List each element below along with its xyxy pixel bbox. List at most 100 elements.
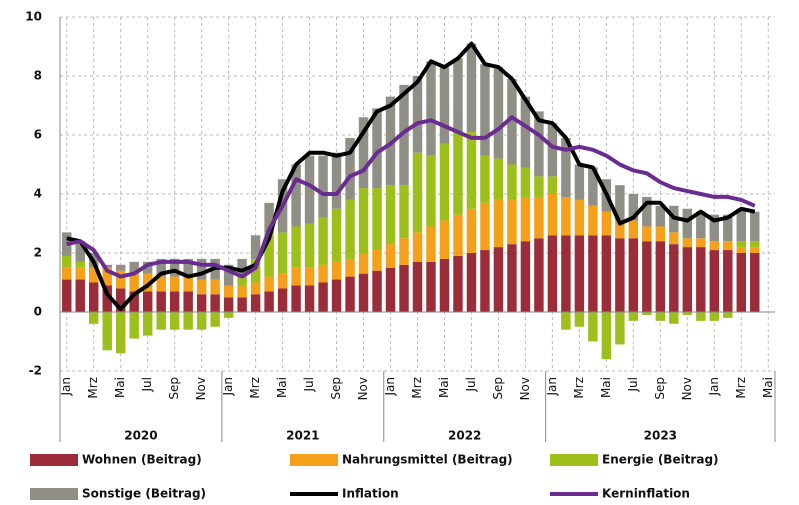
bar [588, 312, 598, 342]
x-tick-label: Mrz [86, 377, 100, 399]
bar [331, 208, 342, 262]
bar [237, 258, 247, 277]
bar [682, 312, 693, 315]
bar [291, 226, 301, 268]
bar [574, 164, 585, 200]
legend-label: Wohnen (Beitrag) [82, 453, 202, 467]
bar [615, 312, 625, 345]
bar [196, 312, 207, 330]
bar [561, 235, 571, 312]
bar [642, 226, 652, 242]
bar [264, 276, 274, 292]
bar [399, 264, 409, 312]
bar [318, 264, 328, 283]
bar [439, 220, 450, 259]
x-tick-label: Mrz [734, 377, 748, 399]
bar [493, 199, 504, 248]
bar [696, 238, 706, 248]
bar [183, 258, 193, 277]
bar [196, 294, 207, 312]
bar [304, 285, 315, 312]
bar [250, 294, 261, 312]
bar [534, 238, 544, 312]
bar [588, 235, 598, 312]
bar [615, 185, 625, 221]
bar [480, 64, 490, 156]
bar [520, 196, 531, 242]
x-tick-label: Nov [356, 377, 370, 400]
bar [628, 312, 639, 321]
bar [318, 282, 328, 312]
bar [183, 291, 193, 312]
bar [574, 235, 585, 312]
bar [102, 285, 112, 312]
legend-swatch [550, 454, 598, 466]
x-tick-label: Jul [464, 377, 478, 392]
bar [372, 188, 382, 251]
bar [169, 258, 180, 277]
legend-label: Energie (Beitrag) [602, 453, 719, 467]
bar [723, 250, 733, 312]
x-tick-label: Mrz [248, 377, 262, 399]
bar [142, 273, 153, 292]
bar [412, 232, 423, 262]
x-tick-label: Mrz [410, 377, 424, 399]
bar [318, 155, 328, 218]
x-tick-label: Jan [545, 377, 559, 397]
bar [169, 291, 180, 312]
bar [736, 241, 746, 248]
bar [358, 273, 369, 312]
bar [142, 291, 153, 312]
bar [466, 43, 477, 133]
bar [696, 247, 706, 312]
bar [385, 267, 396, 312]
bar [534, 111, 544, 177]
bar [453, 255, 463, 312]
bar [372, 108, 382, 189]
bar [372, 270, 382, 312]
bar [210, 294, 220, 312]
x-tick-label: Nov [680, 377, 694, 400]
bar [453, 132, 463, 215]
y-tick-label: 8 [34, 69, 42, 83]
x-tick-label: Mai [437, 377, 451, 398]
bar [331, 279, 342, 312]
bar [183, 276, 193, 292]
bar [493, 67, 504, 159]
y-tick-label: 6 [34, 128, 42, 142]
bar [331, 152, 342, 209]
bar [156, 276, 166, 292]
legend-label: Nahrungsmittel (Beitrag) [342, 453, 513, 467]
bar [480, 202, 490, 251]
bar [129, 261, 139, 274]
bar [345, 276, 355, 312]
bar [561, 196, 571, 236]
x-tick-label: Mai [761, 377, 775, 398]
bar [412, 76, 423, 153]
x-tick-label: Sep [329, 377, 343, 400]
bar [750, 247, 760, 253]
bar [466, 208, 477, 253]
bar [277, 273, 288, 289]
bar [723, 214, 733, 242]
bar [399, 185, 409, 239]
bar [655, 205, 666, 227]
bar [89, 282, 99, 312]
bar [304, 267, 315, 286]
bar [628, 238, 639, 312]
bar [129, 291, 139, 312]
bar [89, 312, 99, 324]
bar [358, 253, 369, 274]
bar [237, 276, 247, 286]
bar [453, 58, 463, 133]
bar [385, 96, 396, 186]
bar [183, 312, 193, 330]
bar [115, 270, 126, 289]
x-tick-label: Mrz [572, 377, 586, 399]
bar [696, 211, 706, 239]
bar [588, 167, 598, 206]
bar [331, 261, 342, 280]
bar [250, 258, 261, 283]
bar [547, 194, 558, 236]
